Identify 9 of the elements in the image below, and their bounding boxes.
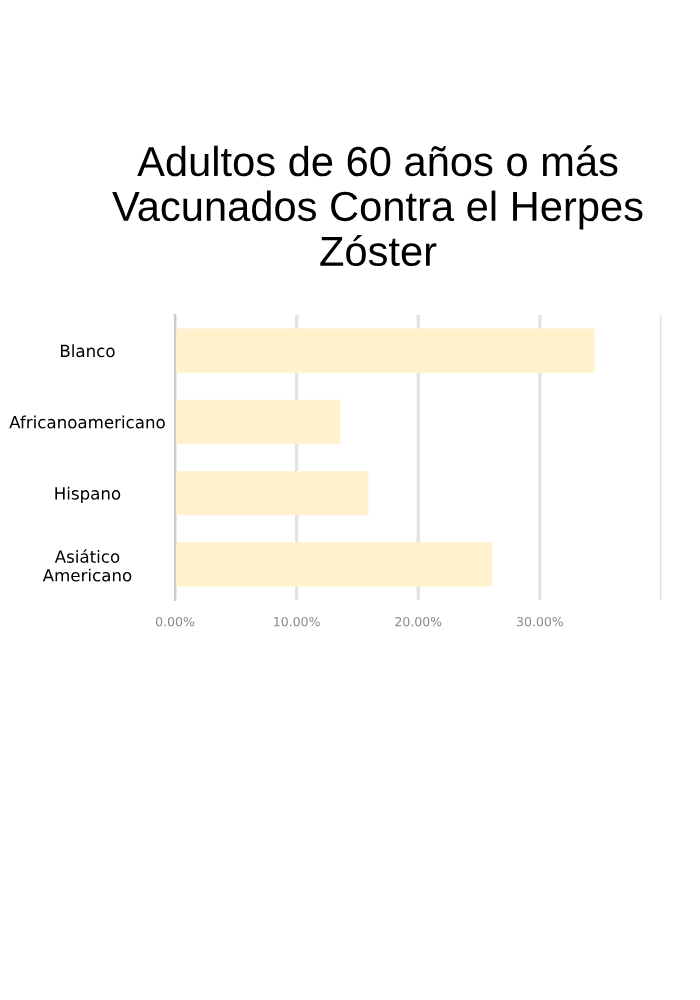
bar: [175, 399, 341, 444]
bar: [175, 328, 595, 373]
y-tick-label: Blanco: [60, 344, 115, 358]
bar: [175, 542, 493, 587]
bar: [175, 471, 369, 516]
chart-title: Adultos de 60 años o más Vacunados Contra el Herpes Zóster: [112, 145, 643, 267]
y-tick-label: Africanoamericano: [9, 415, 165, 429]
y-tick-label: Hispano: [55, 486, 121, 503]
y-tick-label: Asiático Americano: [42, 549, 132, 582]
